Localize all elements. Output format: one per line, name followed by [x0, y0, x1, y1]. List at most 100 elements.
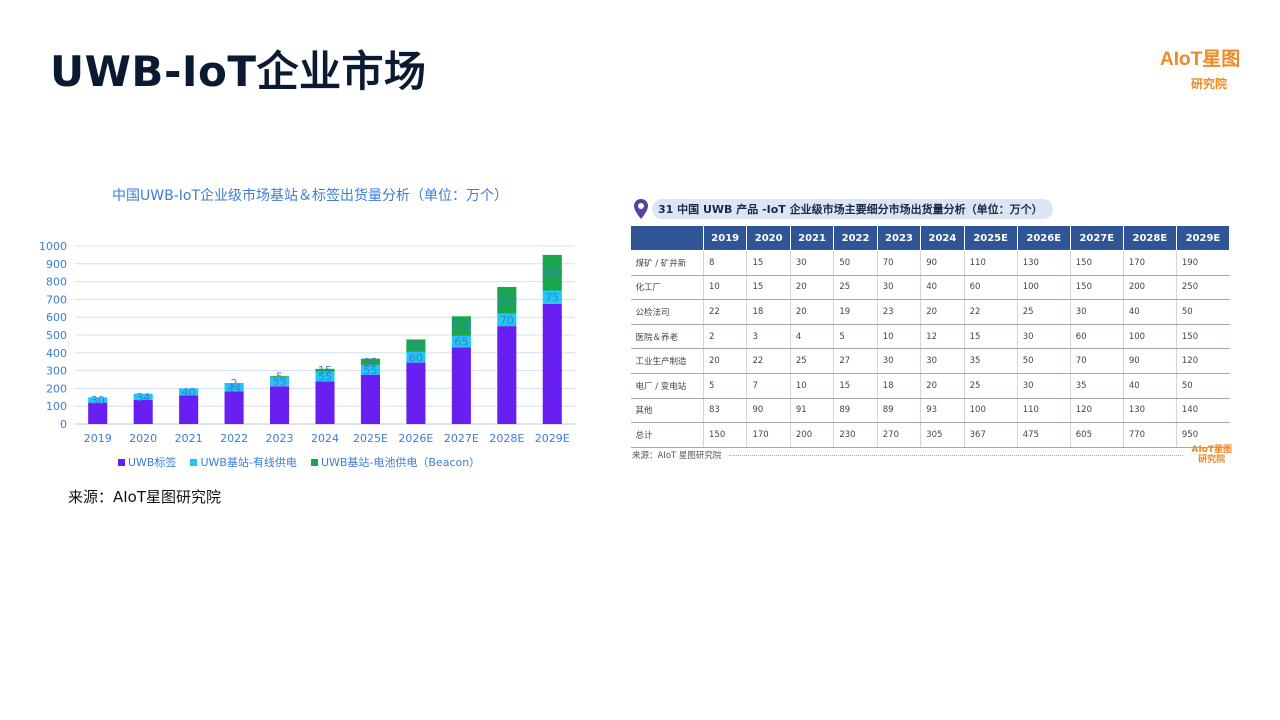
table-cell: 25 — [833, 275, 878, 301]
table-source: 来源：AIoT 星图研究院 — [632, 451, 722, 461]
legend-item-battery: UWB基站-电池供电（Beacon） — [310, 454, 480, 470]
table-cell: 40 — [1123, 299, 1177, 325]
y-tick-label: 400 — [46, 347, 67, 360]
bar-segment — [315, 371, 335, 382]
table-logo-subtext: 研究院 — [1198, 455, 1226, 465]
table-row: 电厂 / 变电站 5 7 10 15 18 20 25 30 35 40 50 — [630, 373, 1230, 399]
table-cell: 30 — [1070, 299, 1124, 325]
table-cell: 5 — [833, 324, 878, 350]
table-cell: 20 — [790, 299, 835, 325]
data-label: 60 — [409, 351, 423, 364]
market-table: 2019 2020 2021 2022 2023 2024 2025E 2026E 2027E 2… — [630, 225, 1231, 448]
bar-segment — [270, 375, 290, 377]
table-cell: 20 — [790, 275, 835, 301]
x-tick-label: 2021 — [175, 432, 203, 445]
table-cell: 100 — [1123, 324, 1177, 350]
table-cell: 电厂 / 变电站 — [630, 373, 704, 399]
bar-segment — [270, 376, 290, 387]
table-cell: 3 — [746, 324, 791, 350]
source-note: 来源：AIoT星图研究院 — [68, 488, 222, 506]
table-cell: 90 — [746, 398, 791, 424]
data-label: 65 — [454, 336, 468, 349]
table-cell: 35 — [964, 348, 1018, 374]
data-label: 30 — [91, 394, 105, 407]
table-cell: 15 — [964, 324, 1018, 350]
table-cell: 工业生产制造 — [630, 348, 704, 374]
x-tick-label: 2024 — [311, 432, 339, 445]
legend-swatch-tag — [118, 458, 125, 466]
table-cell: 190 — [1176, 250, 1230, 276]
table-cell: 93 — [920, 398, 965, 424]
table-cell: 110 — [1017, 398, 1071, 424]
table-cell: 90 — [1123, 348, 1177, 374]
bar-segment — [542, 290, 562, 304]
table-cell: 100 — [1017, 275, 1071, 301]
bar-segment — [224, 391, 244, 424]
data-label: 75 — [545, 291, 559, 304]
bar-segment — [88, 397, 108, 403]
table-cell: 150 — [703, 422, 748, 448]
table-cell: 150 — [1070, 275, 1124, 301]
bar-segment — [406, 351, 426, 363]
y-tick-label: 100 — [46, 400, 67, 413]
bar-chart: 0 100 200 300 400 500 600 700 800 900 1000 30 2019 34… — [39, 240, 575, 445]
y-tick-label: 0 — [60, 418, 67, 431]
bar-segment — [360, 364, 380, 375]
table-cell: 总计 — [630, 422, 704, 448]
table-cell: 30 — [790, 250, 835, 276]
bar-segment — [88, 402, 108, 424]
table-row: 煤矿 / 矿井新 8 15 30 50 70 90 110 130 150 170 190 — [630, 250, 1230, 276]
table-cell: 医院＆养老 — [630, 324, 704, 350]
bar-segment — [179, 388, 199, 396]
bar-segment — [542, 303, 562, 424]
bar-segment — [360, 374, 380, 424]
table-title: 31 中国 UWB 产品 -IoT 企业级市场主要细分市场出货量分析（单位：万个… — [652, 199, 1053, 219]
table-cell: 475 — [1017, 422, 1071, 448]
table-cell: 120 — [1176, 348, 1230, 374]
table-header-cell: 2028E — [1122, 225, 1177, 251]
data-label: 34 — [136, 391, 150, 404]
table-header-cell: 2022 — [833, 225, 878, 251]
table-cell: 70 — [877, 250, 922, 276]
table-header-bar: 31 中国 UWB 产品 -IoT 企业级市场主要细分市场出货量分析（单位：万个… — [630, 195, 1235, 223]
table-cell: 10 — [877, 324, 922, 350]
table-cell: 70 — [1070, 348, 1124, 374]
table-cell: 50 — [1176, 299, 1230, 325]
table-cell: 60 — [964, 275, 1018, 301]
bar-segment — [542, 254, 562, 291]
table-cell: 27 — [833, 348, 878, 374]
x-tick-label: 2022 — [220, 432, 248, 445]
y-tick-label: 900 — [46, 258, 67, 271]
bar-segment — [497, 313, 517, 327]
market-table-figure: 31 中国 UWB 产品 -IoT 企业级市场主要细分市场出货量分析（单位：万个… — [630, 195, 1235, 470]
table-cell: 270 — [877, 422, 922, 448]
legend-item-wired: UWB基站-有线供电 — [190, 454, 297, 470]
table-cell: 20 — [703, 348, 748, 374]
bar-segment — [179, 395, 199, 424]
data-label: 53 — [273, 376, 287, 389]
data-label: 35 — [363, 356, 377, 369]
table-header-cell — [630, 225, 704, 251]
table-row: 工业生产制造 20 22 25 27 30 30 35 50 70 90 120 — [630, 348, 1230, 374]
table-footer: 来源：AIoT 星图研究院 AIoT星图 研究院 — [632, 445, 1232, 465]
legend-label-tag: UWB标签 — [128, 456, 177, 469]
data-label: 5 — [276, 370, 283, 383]
legend-swatch-wired — [190, 458, 198, 466]
x-tick-label: 2028E — [489, 432, 524, 445]
table-cell: 130 — [1123, 398, 1177, 424]
table-cell: 20 — [920, 373, 965, 399]
table-cell: 170 — [1123, 250, 1177, 276]
table-cell: 89 — [833, 398, 878, 424]
bar-segment — [497, 326, 517, 424]
table-header-cell: 2024 — [920, 225, 965, 251]
table-header-cell: 2025E — [963, 225, 1018, 251]
table-cell: 200 — [1123, 275, 1177, 301]
legend-label-wired: UWB基站-有线供电 — [200, 456, 297, 469]
bar-segment — [451, 316, 471, 336]
table-cell: 110 — [964, 250, 1018, 276]
table-cell: 30 — [877, 348, 922, 374]
table-cell: 8 — [703, 250, 748, 276]
aiot-logo: AIoT星图 研究院 — [1160, 44, 1255, 94]
logo-text: AIoT星图 — [1160, 49, 1241, 70]
table-cell: 30 — [920, 348, 965, 374]
